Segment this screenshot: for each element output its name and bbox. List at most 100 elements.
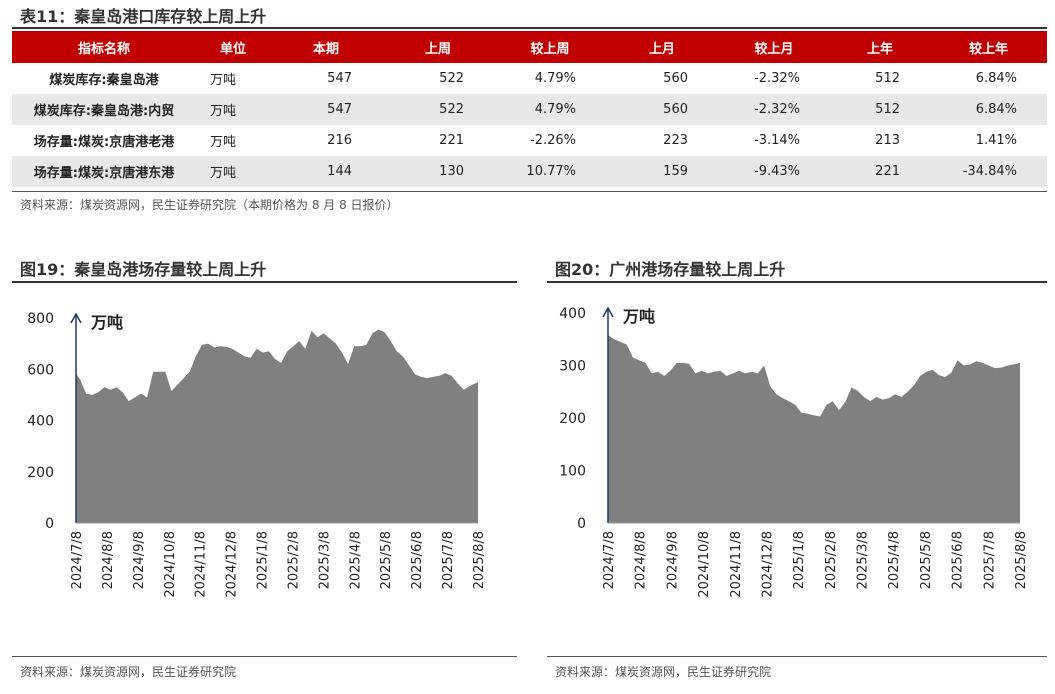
y-tick-label: 0: [45, 516, 54, 532]
x-tick-label: 2024/10/8: [163, 531, 178, 598]
cell-value: -2.32%: [754, 71, 800, 86]
col-header-last-month: 上月: [606, 31, 718, 63]
cell-value: 159: [606, 156, 718, 187]
table-source-note: 资料来源：煤炭资源网，民生证券研究院（本期价格为 8 月 8 日报价）: [20, 198, 399, 212]
figure-left-title: 图19：秦皇岛港场存量较上周上升: [20, 260, 267, 279]
x-tick-label: 2024/11/8: [729, 531, 744, 598]
table-row: 煤炭库存:秦皇岛港:内贸 万吨 547 522 4.79% 560 -2.32%…: [12, 94, 1047, 125]
col-header-yoy: 较上年: [930, 31, 1047, 63]
cell-value: -2.32%: [718, 94, 830, 125]
cell-value: 512: [830, 94, 930, 125]
table-row: 场存量:煤炭:京唐港东港 万吨 144 130 10.77% 159 -9.43…: [12, 156, 1047, 187]
cell-value: 6.84%: [930, 94, 1047, 125]
y-tick-label: 800: [27, 311, 54, 327]
table-title-rule: [12, 27, 1047, 29]
x-tick-label: 2025/5/8: [379, 531, 394, 589]
y-tick-label: 300: [559, 359, 586, 375]
figure-right-source-note: 资料来源：煤炭资源网，民生证券研究院: [555, 665, 772, 679]
col-header-unit: 单位: [196, 31, 270, 63]
y-tick-label: 400: [27, 414, 54, 430]
cell-value: 560: [606, 94, 718, 125]
x-tick-label: 2024/12/8: [760, 531, 775, 598]
area-series: [76, 329, 478, 523]
cell-value: 213: [875, 133, 900, 148]
x-tick-label: 2025/4/8: [887, 531, 902, 589]
x-tick-label: 2025/6/8: [951, 531, 966, 589]
table-title: 表11：秦皇岛港口库存较上周上升: [20, 7, 267, 26]
cell-value: 6.84%: [975, 71, 1017, 86]
x-tick-label: 2024/10/8: [697, 531, 712, 598]
col-header-mom: 较上月: [718, 31, 830, 63]
x-tick-label: 2025/8/8: [472, 531, 487, 589]
y-axis-unit-label: 万吨: [622, 307, 655, 326]
y-tick-label: 200: [27, 465, 54, 481]
cell-value: -34.84%: [930, 156, 1047, 187]
table-bottom-rule: [12, 191, 1047, 192]
inventory-table: 指标名称 单位 本期 上周 较上周 上月 较上月 上年 较上年 煤炭库存:秦皇岛…: [12, 31, 1047, 187]
y-tick-label: 200: [559, 411, 586, 427]
x-tick-label: 2024/9/8: [665, 531, 680, 589]
col-header-current: 本期: [270, 31, 382, 63]
cell-value: 522: [439, 71, 464, 86]
cell-unit: 万吨: [210, 73, 237, 88]
col-header-last-week: 上周: [382, 31, 494, 63]
table-row: 煤炭库存:秦皇岛港 万吨 547 522 4.79% 560 -2.32% 51…: [12, 63, 1047, 94]
cell-value: 130: [382, 156, 494, 187]
col-header-last-year: 上年: [830, 31, 930, 63]
cell-name: 煤炭库存:秦皇岛港:内贸: [12, 94, 196, 125]
x-tick-label: 2024/7/8: [70, 531, 85, 589]
cell-value: 522: [382, 94, 494, 125]
figure-left-rule: [12, 281, 517, 283]
x-tick-label: 2025/2/8: [286, 531, 301, 589]
cell-name: 场存量:煤炭:京唐港东港: [12, 156, 196, 187]
cell-value: 223: [663, 133, 688, 148]
cell-value: 221: [439, 133, 464, 148]
cell-value: 216: [327, 133, 352, 148]
area-series: [608, 335, 1020, 523]
cell-value: 560: [663, 71, 688, 86]
cell-value: -3.14%: [754, 133, 800, 148]
x-tick-label: 2024/7/8: [602, 531, 617, 589]
x-tick-label: 2025/1/8: [256, 531, 271, 589]
cell-value: 4.79%: [494, 94, 606, 125]
x-tick-label: 2024/8/8: [101, 531, 116, 589]
figure-left-source-note: 资料来源：煤炭资源网，民生证券研究院: [20, 665, 237, 679]
figure-right-foot-rule: [547, 656, 1047, 657]
y-axis-arrow: [602, 306, 614, 318]
x-tick-label: 2025/4/8: [348, 531, 363, 589]
x-tick-label: 2025/1/8: [792, 531, 807, 589]
x-tick-label: 2025/7/8: [982, 531, 997, 589]
x-tick-label: 2024/12/8: [225, 531, 240, 598]
x-tick-label: 2025/6/8: [410, 531, 425, 589]
cell-value: 10.77%: [494, 156, 606, 187]
cell-name: 煤炭库存:秦皇岛港: [49, 73, 159, 88]
table-header-row: 指标名称 单位 本期 上周 较上周 上月 较上月 上年 较上年: [12, 31, 1047, 63]
cell-value: 547: [327, 71, 352, 86]
y-tick-label: 100: [559, 464, 586, 480]
x-tick-label: 2024/11/8: [194, 531, 209, 598]
y-tick-label: 400: [559, 306, 586, 322]
chart-right-guangzhou: 0 100 200 300 400 2024/7/8 2024/8/8 2024/9/8 202…: [559, 306, 1029, 598]
figure-right-title: 图20：广州港场存量较上周上升: [555, 260, 786, 279]
cell-value: 144: [270, 156, 382, 187]
x-tick-label: 2025/3/8: [317, 531, 332, 589]
col-header-wow: 较上周: [494, 31, 606, 63]
cell-value: -2.26%: [530, 133, 576, 148]
cell-value: 512: [875, 71, 900, 86]
col-header-name: 指标名称: [12, 31, 196, 63]
figure-left-foot-rule: [12, 656, 517, 657]
cell-value: -9.43%: [718, 156, 830, 187]
x-tick-label: 2025/3/8: [856, 531, 871, 589]
x-tick-label: 2024/8/8: [634, 531, 649, 589]
y-tick-label: 600: [27, 362, 54, 378]
x-tick-label: 2024/9/8: [132, 531, 147, 589]
cell-name: 场存量:煤炭:京唐港老港: [33, 135, 175, 150]
x-tick-label: 2025/7/8: [441, 531, 456, 589]
chart-left-qinhuangdao: 0 200 400 600 800 2024/7/8 2024/8/8 2024/9/8 202…: [27, 311, 487, 598]
cell-unit: 万吨: [196, 94, 270, 125]
x-tick-label: 2025/2/8: [824, 531, 839, 589]
table-row: 场存量:煤炭:京唐港老港 万吨 216 221 -2.26% 223 -3.14…: [12, 125, 1047, 156]
x-tick-label: 2025/5/8: [919, 531, 934, 589]
cell-value: 547: [270, 94, 382, 125]
cell-unit: 万吨: [196, 156, 270, 187]
